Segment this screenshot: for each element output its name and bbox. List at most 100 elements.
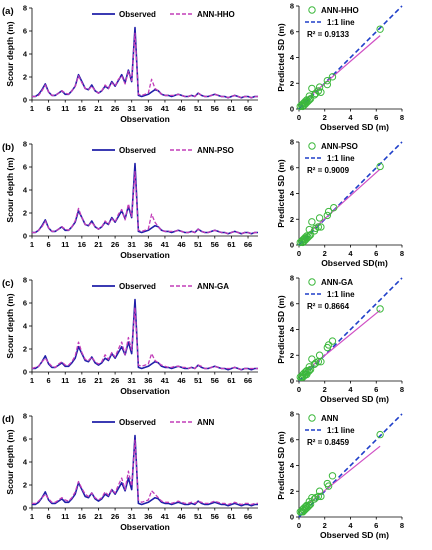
- scatter-point: [303, 234, 311, 243]
- line-x-tick-label: 41: [161, 104, 169, 113]
- scatter-point: [324, 341, 333, 349]
- scatter-point: [328, 73, 337, 81]
- scatter-point: [314, 492, 323, 501]
- scatter-x-tick-label: 8: [400, 385, 404, 394]
- scatter-y-tick-label: 8: [290, 274, 294, 283]
- line-x-tick-label: 26: [111, 104, 119, 113]
- scatter-point: [314, 223, 323, 231]
- line-x-tick-label: 21: [94, 512, 102, 521]
- legend-observed-label: Observed: [119, 10, 156, 19]
- legend-marker-label: ANN-HHO: [321, 6, 359, 15]
- one-to-one-line: [298, 413, 403, 518]
- panel-label: (c): [2, 278, 14, 289]
- line-x-tick-label: 46: [177, 104, 185, 113]
- scatter-point: [376, 430, 384, 439]
- panel-label: (d): [2, 414, 14, 425]
- scatter-point: [328, 337, 337, 345]
- scatter-x-tick-label: 8: [400, 113, 404, 122]
- scatter-x-tick-label: 2: [323, 113, 327, 122]
- legend-marker-swatch: [308, 414, 316, 422]
- line-x-tick-label: 51: [194, 376, 202, 385]
- line-x-tick-label: 6: [47, 104, 51, 113]
- scatter-point: [323, 80, 332, 89]
- legend-marker-swatch: [308, 278, 316, 286]
- predicted-series-line: [32, 32, 258, 99]
- scatter-point: [304, 368, 312, 376]
- scatter-y-axis-title: Predicted SD (m): [276, 159, 286, 228]
- scatter-point: [304, 97, 312, 105]
- scatter-y-tick-label: 8: [290, 410, 294, 419]
- line-y-tick-label: 0: [23, 96, 27, 105]
- scatter-x-axis-title: Observed SD(m): [321, 258, 388, 268]
- line-y-tick-label: 4: [23, 458, 28, 467]
- line-x-tick-label: 1: [30, 240, 34, 249]
- line-x-tick-label: 6: [47, 512, 51, 521]
- line-x-tick-label: 26: [111, 512, 119, 521]
- line-x-tick-label: 46: [177, 512, 185, 521]
- line-x-axis-title: Observation: [120, 250, 170, 260]
- scatter-point: [310, 91, 319, 99]
- scatter-point: [376, 25, 384, 33]
- line-x-tick-label: 31: [128, 240, 136, 249]
- scatter-point: [305, 501, 313, 510]
- line-x-tick-label: 16: [78, 512, 86, 521]
- observed-series-line: [32, 26, 258, 99]
- line-y-tick-label: 6: [23, 435, 27, 444]
- scatter-y-tick-label: 4: [290, 53, 295, 62]
- legend-one-to-one-label: 1:1 line: [327, 18, 355, 27]
- line-x-tick-label: 26: [111, 376, 119, 385]
- scatter-point: [308, 218, 316, 226]
- scatter-point: [306, 231, 315, 239]
- scatter-point: [315, 214, 324, 222]
- scatter-y-tick-label: 8: [290, 2, 294, 11]
- panel-label: (b): [2, 142, 14, 153]
- scatter-y-tick-label: 2: [290, 487, 294, 496]
- scatter-point: [324, 482, 333, 490]
- line-x-tick-label: 21: [94, 376, 102, 385]
- scatter-y-tick-label: 0: [290, 513, 294, 522]
- scatter-point: [306, 365, 315, 374]
- scatter-point: [310, 495, 319, 503]
- legend-marker-swatch: [308, 142, 316, 150]
- line-x-tick-label: 21: [94, 240, 102, 249]
- line-x-tick-label: 66: [244, 376, 252, 385]
- scatter-x-tick-label: 2: [323, 521, 327, 530]
- scatter-x-tick-label: 0: [297, 385, 301, 394]
- scatter-point: [317, 492, 325, 501]
- scatter-point: [305, 367, 313, 375]
- scatter-point: [328, 472, 337, 480]
- scatter-point: [303, 504, 311, 512]
- line-y-axis-title: Scour depth (m): [5, 293, 15, 358]
- line-x-tick-label: 6: [47, 240, 51, 249]
- scatter-point: [315, 487, 324, 495]
- line-x-tick-label: 16: [78, 240, 86, 249]
- scatter-point: [301, 236, 310, 244]
- line-x-tick-label: 61: [227, 376, 235, 385]
- line-y-tick-label: 2: [23, 481, 27, 490]
- line-y-tick-label: 2: [23, 73, 27, 82]
- scatter-y-tick-label: 2: [290, 79, 294, 88]
- scatter-point: [324, 207, 333, 216]
- line-y-tick-label: 6: [23, 299, 27, 308]
- scatter-point: [317, 357, 325, 366]
- scatter-x-tick-label: 6: [374, 385, 378, 394]
- line-x-tick-label: 26: [111, 240, 119, 249]
- scatter-x-tick-label: 2: [323, 249, 327, 258]
- scatter-y-tick-label: 4: [290, 189, 295, 198]
- scatter-x-tick-label: 4: [348, 521, 353, 530]
- scatter-y-axis-title: Predicted SD (m): [276, 431, 286, 500]
- line-x-tick-label: 61: [227, 240, 235, 249]
- line-x-tick-label: 31: [128, 104, 136, 113]
- observed-series-line: [32, 434, 258, 507]
- line-y-tick-label: 8: [23, 4, 27, 13]
- legend-one-to-one-label: 1:1 line: [327, 290, 355, 299]
- legend-predicted-label: ANN-GA: [197, 282, 229, 291]
- line-x-tick-label: 11: [61, 240, 69, 249]
- line-y-tick-label: 8: [23, 412, 27, 421]
- legend-predicted-label: ANN-HHO: [197, 10, 235, 19]
- scatter-y-tick-label: 2: [290, 215, 294, 224]
- scatter-point: [312, 89, 320, 98]
